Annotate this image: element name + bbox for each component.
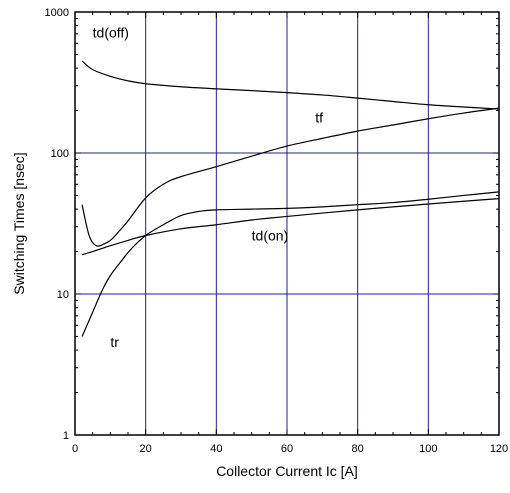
y-tick-label-10: 10 [57,289,69,301]
x-tick-label-0: 0 [72,443,78,455]
x-tick-label-40: 40 [210,443,222,455]
y-tick-labels: 1 10 100 1000 [45,7,69,442]
series-line-td-on [81,197,500,256]
series-line-tr [81,191,500,337]
x-tick-label-80: 80 [352,443,364,455]
y-tick-label-1000: 1000 [45,7,69,19]
series-curves [81,60,500,337]
y-tick-label-1: 1 [63,430,69,442]
x-tick-label-100: 100 [419,443,437,455]
axis-ticks [74,11,500,436]
series-line-tf [81,107,500,247]
series-labels: td(off) tf td(on) tr [93,24,323,350]
x-tick-labels: 0 20 40 60 80 100 120 [72,443,508,455]
x-axis-title: Collector Current Ic [A] [216,463,358,479]
series-line-td-off [81,60,500,110]
grid-lines [75,12,499,435]
x-tick-label-60: 60 [281,443,293,455]
y-tick-label-100: 100 [51,148,69,160]
series-label-td-off: td(off) [93,24,129,40]
series-label-tr: tr [110,334,119,350]
series-label-tf: tf [315,109,323,125]
series-label-td-on: td(on) [252,227,289,243]
x-tick-label-120: 120 [490,443,508,455]
y-axis-title: Switching Times [nsec] [11,152,27,294]
x-tick-label-20: 20 [140,443,152,455]
